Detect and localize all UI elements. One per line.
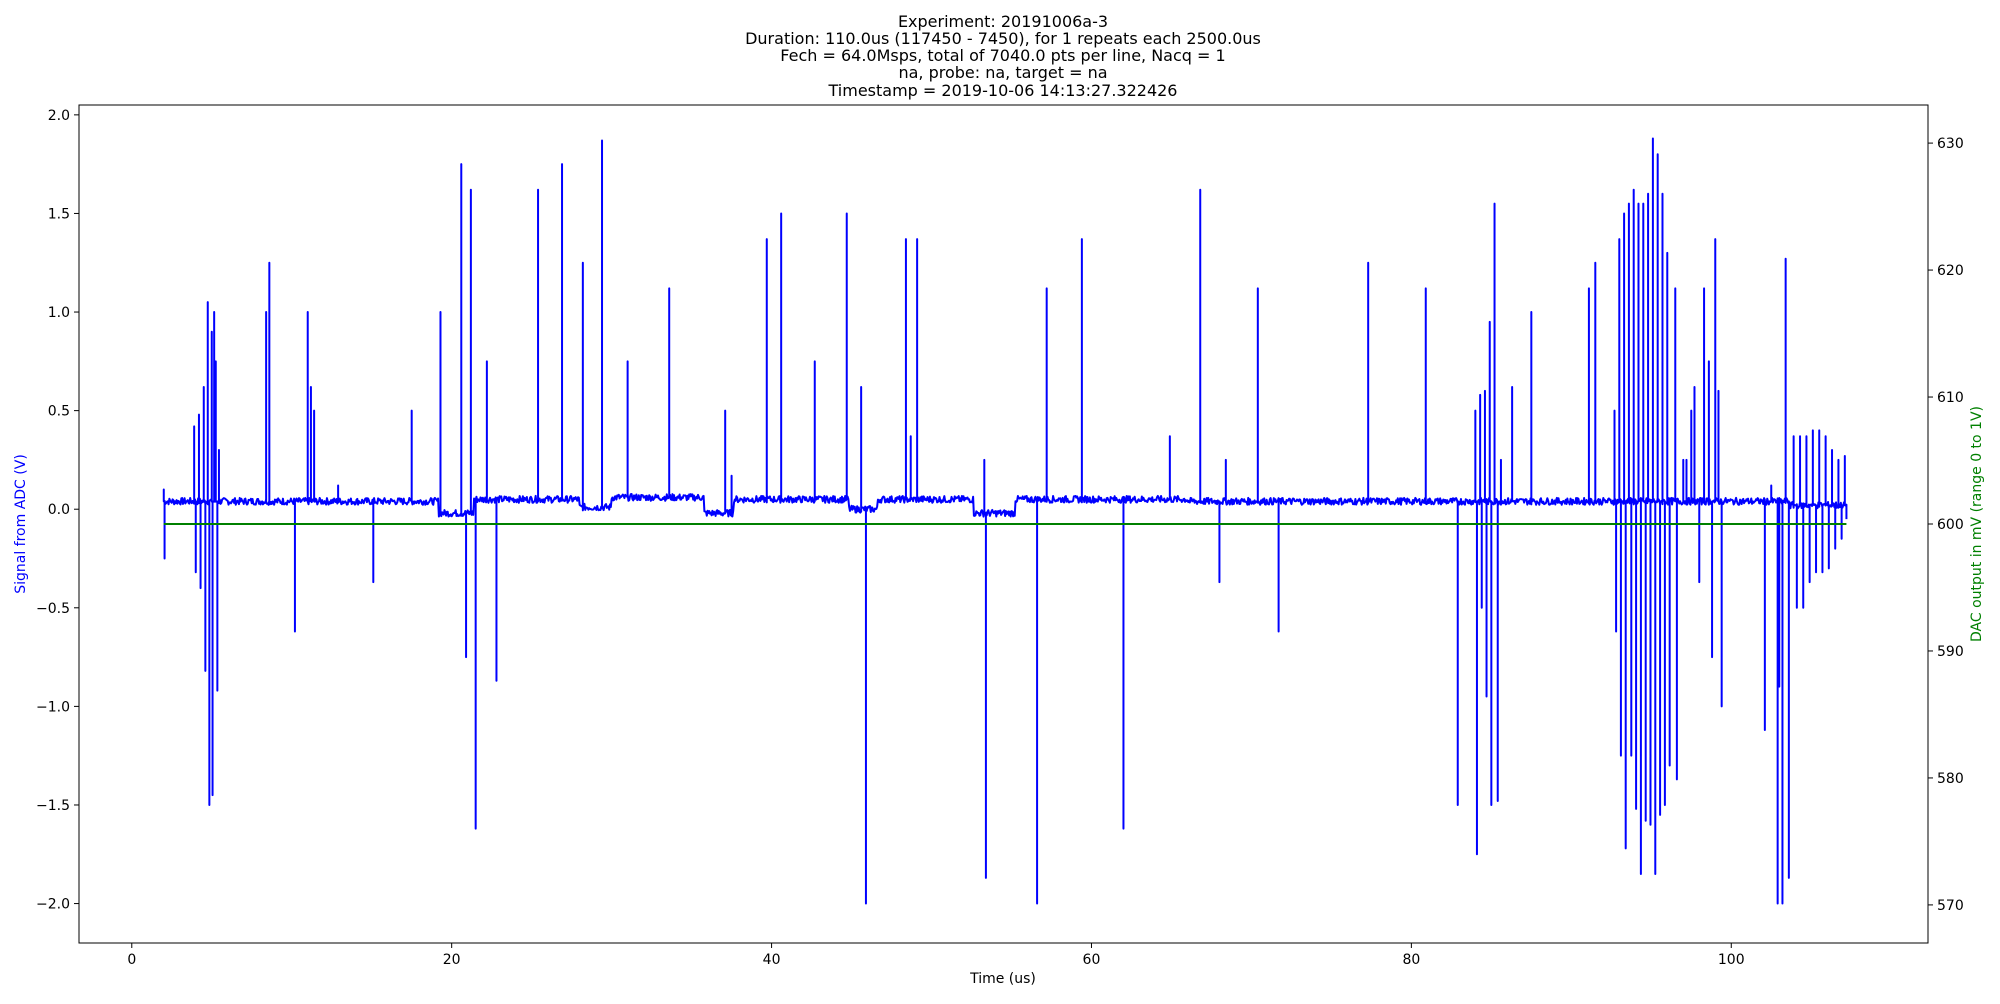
y-axis-right: 570 580 590 600 610 620 630 [1928, 136, 1964, 914]
y-tick-label-left: −2.0 [36, 897, 70, 913]
title-line-3: Fech = 64.0Msps, total of 7040.0 pts per… [780, 46, 1225, 65]
y-tick-label-right: 620 [1937, 263, 1964, 279]
x-tick-label: 20 [443, 952, 461, 968]
y-axis-label-left: Signal from ADC (V) [13, 454, 29, 594]
y-tick-label-left: 1.0 [48, 305, 70, 321]
title-line-5: Timestamp = 2019-10-06 14:13:27.322426 [828, 81, 1178, 100]
y-axis-label-right: DAC output in mV (range 0 to 1V) [1969, 406, 1985, 642]
title-line-4: na, probe: na, target = na [898, 63, 1107, 82]
y-tick-label-left: 0.0 [48, 502, 70, 518]
x-tick-label: 0 [127, 952, 136, 968]
x-tick-label: 100 [1718, 952, 1745, 968]
x-axis: 0 20 40 60 80 100 [127, 943, 1745, 968]
x-tick-label: 80 [1402, 952, 1420, 968]
y-tick-label-left: −1.0 [36, 699, 70, 715]
y-tick-label-left: 2.0 [48, 108, 70, 124]
title-line-1: Experiment: 20191006a-3 [898, 12, 1108, 31]
y-tick-label-right: 590 [1937, 644, 1964, 660]
x-tick-label: 60 [1083, 952, 1101, 968]
y-tick-label-left: 0.5 [48, 404, 70, 420]
y-tick-label-left: −0.5 [36, 601, 70, 617]
x-tick-label: 40 [763, 952, 781, 968]
y-tick-label-right: 570 [1937, 898, 1964, 914]
y-tick-label-right: 580 [1937, 771, 1964, 787]
y-tick-label-left: −1.5 [36, 798, 70, 814]
y-tick-label-right: 630 [1937, 136, 1964, 152]
y-tick-label-right: 600 [1937, 517, 1964, 533]
title-line-2: Duration: 110.0us (117450 - 7450), for 1… [745, 29, 1261, 48]
y-tick-label-right: 610 [1937, 390, 1964, 406]
series-signal-line [162, 137, 1848, 905]
plot-area [162, 137, 1848, 905]
y-tick-label-left: 1.5 [48, 206, 70, 222]
x-axis-label: Time (us) [969, 971, 1036, 987]
chart-title: Experiment: 20191006a-3 Duration: 110.0u… [745, 12, 1261, 100]
y-axis-left: −2.0 −1.5 −1.0 −0.5 0.0 0.5 1.0 1.5 2.0 [36, 108, 79, 913]
